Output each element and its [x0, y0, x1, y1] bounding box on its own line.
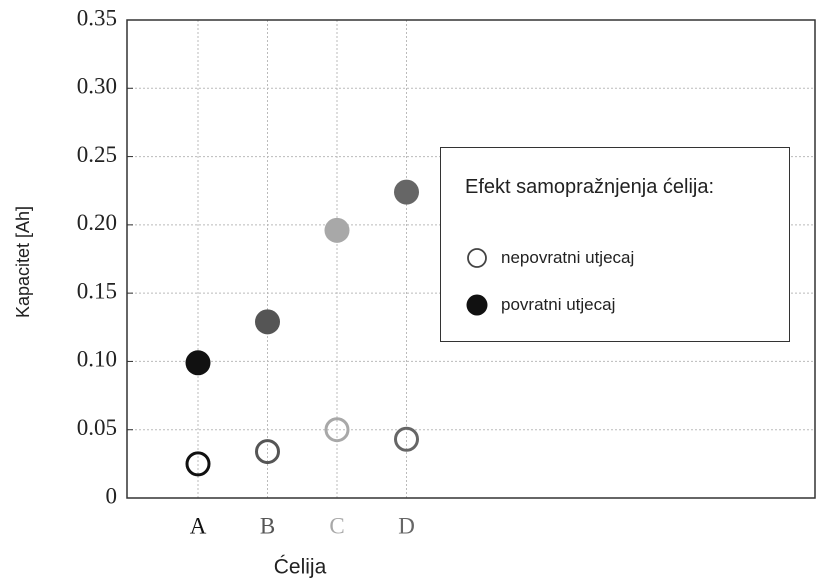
legend-entry: povratni utjecaj — [465, 293, 615, 317]
legend-marker — [467, 248, 487, 268]
y-tick-label: 0.30 — [77, 74, 117, 99]
y-tick-label: 0.10 — [77, 347, 117, 372]
point — [255, 439, 280, 465]
x-tick-label: B — [260, 513, 275, 538]
legend-marker-circle — [466, 294, 488, 316]
y-axis-label: Kapacitet [Ah] — [13, 206, 33, 318]
y-tick-label: 0.15 — [77, 278, 117, 303]
legend-entry: nepovratni utjecaj — [465, 246, 634, 270]
legend-marker-circle — [467, 248, 487, 268]
legend-label: povratni utjecaj — [501, 295, 616, 314]
legend: Efekt samopražnjenja ćelija: nepovratni … — [440, 147, 790, 342]
legend-label: nepovratni utjecaj — [501, 248, 635, 267]
point — [324, 217, 350, 243]
y-tick-label: 0.05 — [77, 415, 117, 440]
point — [185, 451, 211, 477]
point — [324, 417, 350, 443]
y-tick-label: 0.35 — [77, 5, 117, 30]
x-tick-label: A — [190, 513, 207, 538]
legend-title: Efekt samopražnjenja ćelija: — [465, 176, 715, 198]
x-tick-label: D — [398, 513, 415, 538]
y-tick-label: 0 — [106, 483, 118, 508]
point — [394, 179, 419, 205]
plot-frame — [126, 19, 816, 499]
y-tick-label: 0.20 — [77, 210, 117, 235]
point — [255, 309, 280, 335]
x-axis-label: Ćelija — [274, 556, 327, 579]
legend-marker — [466, 294, 488, 316]
point — [185, 350, 211, 376]
y-tick-label: 0.25 — [77, 142, 117, 167]
x-tick-label: C — [329, 513, 344, 538]
point — [394, 426, 419, 452]
